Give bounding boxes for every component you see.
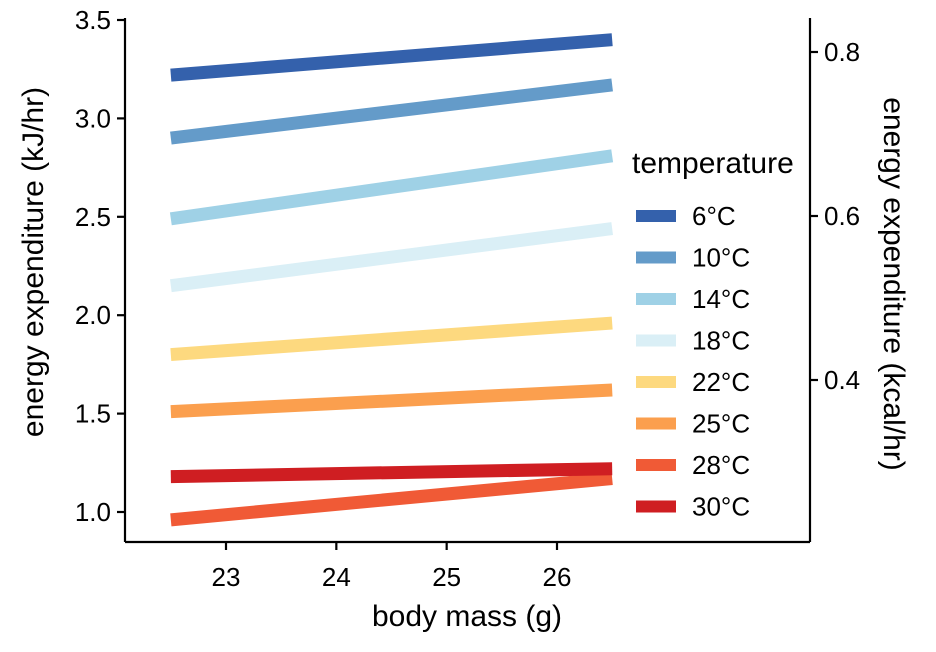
y-tick-label: 1.5 [75, 399, 111, 429]
legend-swatch [636, 417, 676, 430]
x-tick-label: 26 [543, 562, 572, 592]
y-right-axis-title: energy expenditure (kcal/hr) [877, 97, 910, 471]
legend-swatch [636, 376, 676, 388]
legend-item: 25°C [636, 409, 750, 439]
series-line-10Cc [170, 78, 613, 145]
x-tick-label: 25 [432, 562, 461, 592]
legend-swatch [636, 459, 676, 471]
legend: temperature 6°C 10°C 14°C 18°C 22°C 25°C 28°C 3… [632, 147, 794, 522]
y-right-tick-label: 0.6 [824, 201, 860, 231]
legend-swatch [636, 334, 676, 347]
legend-label: 14°C [692, 284, 750, 314]
y-right-tick-label: 0.4 [824, 365, 860, 395]
y-tick-label: 3.0 [75, 103, 111, 133]
legend-item: 22°C [636, 367, 750, 397]
x-tick-label: 23 [212, 562, 241, 592]
y-tick-label: 2.5 [75, 202, 111, 232]
series-line-22Cc [170, 316, 613, 362]
axes-layer [123, 18, 812, 544]
legend-label: 6°C [692, 201, 736, 231]
series-line-28Cc [170, 472, 613, 527]
legend-item: 10°C [636, 243, 750, 273]
legend-swatch [636, 251, 676, 264]
legend-item: 28°C [636, 450, 750, 480]
series-line-14Cc [169, 149, 614, 226]
y-tick-label: 3.5 [75, 5, 111, 35]
legend-title: temperature [632, 147, 794, 180]
legend-item: 30°C [636, 492, 750, 522]
legend-label: 18°C [692, 326, 750, 356]
legend-item: 14°C [636, 284, 750, 314]
series-layer [169, 33, 614, 527]
series-line-25Cc [170, 383, 613, 419]
series-line-6Cc [170, 33, 613, 82]
legend-items: 6°C 10°C 14°C 18°C 22°C 25°C 28°C 30°C [636, 201, 750, 522]
legend-label: 22°C [692, 367, 750, 397]
y-tick-label: 1.0 [75, 497, 111, 527]
legend-item: 18°C [636, 326, 750, 356]
x-axis-title: body mass (g) [372, 600, 562, 633]
legend-swatch [636, 210, 676, 222]
series-line-18Cc [169, 222, 614, 293]
legend-item: 6°C [636, 201, 736, 231]
y-tick-label: 2.0 [75, 300, 111, 330]
series-line-30Cc [170, 462, 613, 484]
y-right-tick-label: 0.8 [824, 37, 860, 67]
legend-label: 28°C [692, 450, 750, 480]
ticks-layer: 23 24 25 26 1.0 1.5 2.0 2.5 3.0 3.5 0.4 0.6 0.8 [75, 5, 860, 592]
legend-label: 25°C [692, 409, 750, 439]
legend-swatch [636, 500, 676, 513]
y-axis-title: energy expenditure (kJ/hr) [17, 87, 50, 437]
legend-label: 30°C [692, 492, 750, 522]
legend-swatch [636, 293, 676, 305]
legend-label: 10°C [692, 243, 750, 273]
x-tick-label: 24 [322, 562, 351, 592]
